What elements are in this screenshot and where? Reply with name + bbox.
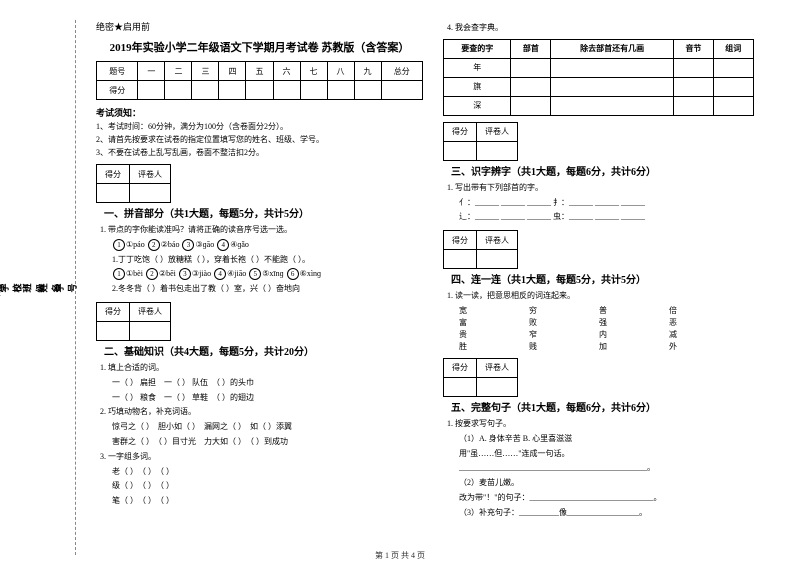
- grade-box: 得分评卷人: [96, 164, 171, 203]
- binding-class[interactable]: 班级: [20, 283, 46, 292]
- score-header: 五: [246, 62, 273, 81]
- left-column: 绝密★启用前 2019年实验小学二年级语文下学期月考试卷 苏教版（含答案） 题号…: [86, 20, 433, 555]
- s2-q3-row[interactable]: 笔（ ） （ ） （ ）: [112, 495, 423, 508]
- q1-line1[interactable]: 1.丁丁吃饱（ ）放糖糕（ ），穿着长袍（ ）不能跑（ ）。: [112, 254, 423, 267]
- score-header: 题号: [97, 62, 138, 81]
- score-header: 总分: [381, 62, 422, 81]
- s2-q1: 1. 填上合适的词。: [100, 362, 423, 375]
- binding-township[interactable]: 乡镇（街道）: [0, 279, 2, 297]
- s2-q2: 2. 巧填动物名，补充词语。: [100, 406, 423, 419]
- s2-q1-row[interactable]: 一（ ） 扁担 一（ ） 队伍 （ ）的头巾: [112, 377, 423, 390]
- s4-pair[interactable]: 富败强恶: [459, 317, 770, 328]
- score-header: 二: [165, 62, 192, 81]
- s5-blank1[interactable]: ________________________________________…: [459, 462, 770, 475]
- section-4-title: 四、连一连（共1大题，每题5分，共计5分）: [451, 271, 770, 286]
- s4-q1: 1. 读一读，把意思相反的词连起来。: [447, 290, 770, 303]
- score-header: 八: [327, 62, 354, 81]
- grade-score: 得分: [97, 165, 130, 184]
- dictionary-table: 要查的字 部首 除去部首还有几画 音节 组词 年 旗 深: [443, 39, 754, 116]
- zi-header: 音节: [674, 39, 714, 58]
- s5-line1: （1）A. 身体辛苦 B. 心里喜滋滋: [459, 433, 770, 446]
- grade-box-2: 得分评卷人: [96, 302, 171, 341]
- notice-item: 3、不要在试卷上乱写乱画，卷面不整洁扣2分。: [96, 147, 423, 158]
- notice-title: 考试须知：: [96, 106, 423, 119]
- s3-line[interactable]: 亻：______ ______ ______ 扌：______ ______ _…: [459, 197, 770, 210]
- score-header: 六: [273, 62, 300, 81]
- section-2-title: 二、基础知识（共4大题，每题5分，共计20分）: [104, 343, 423, 358]
- score-header: 九: [354, 62, 381, 81]
- zi-cell: 年: [444, 58, 511, 77]
- s2-q3-row[interactable]: 级（ ） （ ） （ ）: [112, 480, 423, 493]
- section-5-title: 五、完整句子（共1大题，每题6分，共计6分）: [451, 399, 770, 414]
- grade-box-5: 得分评卷人: [443, 358, 518, 397]
- grade-grader: 评卷人: [130, 165, 171, 184]
- zi-header: 要查的字: [444, 39, 511, 58]
- section-3-title: 三、识字辨字（共1大题，每题6分，共计6分）: [451, 163, 770, 178]
- q1-line2[interactable]: 2.冬冬背（ ）着书包走出了教（ ）室，兴（ ）奋地向: [112, 283, 423, 296]
- zi-header: 部首: [511, 39, 551, 58]
- s2-q1-row[interactable]: 一（ ） 粮食 一（ ） 草鞋 （ ）的翅边: [112, 392, 423, 405]
- s5-line5[interactable]: （3）补充句子：__________像__________________。: [459, 507, 770, 520]
- classified-label: 绝密★启用前: [96, 20, 423, 33]
- zi-header: 除去部首还有几画: [551, 39, 674, 58]
- q1-opts2: 1①bèi 2②bēi 3③jiào 4④jiāo 5⑤xīnɡ 6⑥xìnɡ: [112, 268, 423, 281]
- score-header: 三: [192, 62, 219, 81]
- s3-q1: 1. 写出带有下列部首的字。: [447, 182, 770, 195]
- zi-header: 组词: [713, 39, 753, 58]
- s5-line2: 用"虽……但……"连成一句话。: [459, 448, 770, 461]
- section-1-title: 一、拼音部分（共1大题，每题5分，共计5分）: [104, 205, 423, 220]
- grade-box-3: 得分评卷人: [443, 122, 518, 161]
- s2-q3-row[interactable]: 老（ ） （ ） （ ）: [112, 466, 423, 479]
- s2-q2-row[interactable]: 害群之（ ） （ ）目寸光 力大如（ ） （ ）到成功: [112, 436, 423, 449]
- s4-pair[interactable]: 宽穷普倍: [459, 305, 770, 316]
- score-header: 七: [300, 62, 327, 81]
- q1-text: 1. 带点的字你能读准吗？请将正确的读音序号选一选。: [100, 224, 423, 237]
- page-footer: 第 1 页 共 4 页: [0, 550, 800, 561]
- score-header: 一: [138, 62, 165, 81]
- s3-line[interactable]: 辶：______ ______ ______ 虫：______ ______ _…: [459, 211, 770, 224]
- s4-pair[interactable]: 贵窄内减: [459, 329, 770, 340]
- score-row-label: 得分: [97, 81, 138, 100]
- notice-item: 2、请首先按要求在试卷的指定位置填写您的姓名、班级、学号。: [96, 134, 423, 145]
- s4-pair[interactable]: 胜贱加外: [459, 341, 770, 352]
- right-column: 4. 我会查字典。 要查的字 部首 除去部首还有几画 音节 组词 年 旗 深 得…: [433, 20, 780, 555]
- s5-q1: 1. 按要求写句子。: [447, 418, 770, 431]
- zi-cell: 旗: [444, 77, 511, 96]
- s2-q4: 4. 我会查字典。: [447, 22, 770, 35]
- score-table: 题号 一 二 三 四 五 六 七 八 九 总分 得分: [96, 61, 423, 100]
- q1-opts: 1①páo 2②báo 3③ɡāo 4④ɡǎo: [112, 239, 423, 252]
- binding-margin: 学号 题 姓名 答 班级 不 内 学校 线 封 乡镇（街道） 密: [30, 20, 76, 555]
- score-header: 四: [219, 62, 246, 81]
- s5-line4[interactable]: 改为带"！"的句子：______________________________…: [459, 492, 770, 505]
- grade-box-4: 得分评卷人: [443, 230, 518, 269]
- s2-q3: 3. 一字组多词。: [100, 451, 423, 464]
- s2-q2-row[interactable]: 惊弓之（ ） 胆小如（ ） 漏网之（ ） 如（ ）添翼: [112, 421, 423, 434]
- binding-school[interactable]: 学校: [0, 283, 23, 292]
- zi-cell: 深: [444, 96, 511, 115]
- s5-line3: （2）麦苗儿嫩。: [459, 477, 770, 490]
- notice-item: 1、考试时间：60分钟，满分为100分（含卷面分2分）。: [96, 121, 423, 132]
- exam-title: 2019年实验小学二年级语文下学期月考试卷 苏教版（含答案）: [96, 39, 423, 55]
